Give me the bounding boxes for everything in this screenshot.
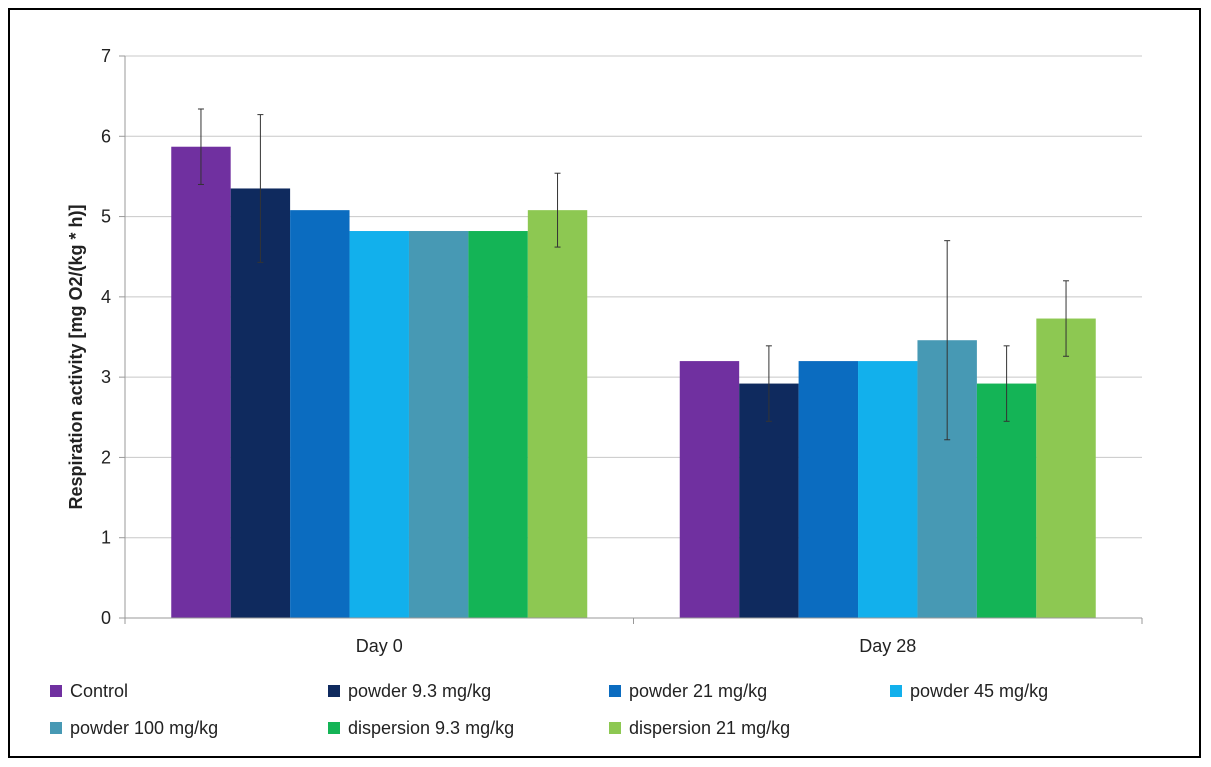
y-tick-label: 3 <box>101 367 111 387</box>
y-axis-ticks: 0 1 2 3 4 5 6 7 <box>101 46 125 628</box>
error-bars <box>197 108 1070 441</box>
legend-swatch <box>890 685 902 697</box>
legend-entry: Control <box>70 681 128 701</box>
bar <box>290 210 350 619</box>
legend-entry: powder 9.3 mg/kg <box>348 681 491 701</box>
y-tick-label: 0 <box>101 608 111 628</box>
x-axis <box>124 56 1143 624</box>
legend-swatch <box>328 722 340 734</box>
legend-entry: powder 21 mg/kg <box>629 681 767 701</box>
bar <box>858 361 918 618</box>
bars <box>171 146 1096 619</box>
bar <box>349 231 409 618</box>
legend-entry: dispersion 9.3 mg/kg <box>348 718 514 738</box>
y-tick-label: 2 <box>101 447 111 467</box>
legend-swatch <box>328 685 340 697</box>
y-tick-label: 5 <box>101 207 111 227</box>
bar <box>739 383 799 618</box>
legend-swatch <box>50 685 62 697</box>
legend-swatch <box>609 722 621 734</box>
legend-entry: powder 45 mg/kg <box>910 681 1048 701</box>
legend: Control powder 9.3 mg/kg powder 21 mg/kg po… <box>50 681 1048 738</box>
legend-swatch <box>50 722 62 734</box>
legend-entry: dispersion 21 mg/kg <box>629 718 790 738</box>
y-tick-label: 6 <box>101 126 111 146</box>
y-axis-label: Respiration activity [mg O2/(kg * h)] <box>66 204 86 509</box>
bar <box>976 383 1037 618</box>
bar <box>527 210 588 619</box>
bar <box>408 231 469 618</box>
y-tick-label: 4 <box>101 287 111 307</box>
category-label: Day 28 <box>859 636 916 656</box>
bar <box>468 231 528 618</box>
bar <box>1036 318 1096 618</box>
legend-swatch <box>609 685 621 697</box>
bar-chart: 0 1 2 3 4 5 6 7 Day 0 Day 28 Respiration activit… <box>50 46 1143 738</box>
category-labels: Day 0 Day 28 <box>356 636 917 656</box>
chart-frame: 0 1 2 3 4 5 6 7 Day 0 Day 28 Respiration activit… <box>8 8 1201 758</box>
y-tick-label: 1 <box>101 528 111 548</box>
legend-entry: powder 100 mg/kg <box>70 718 218 738</box>
y-tick-label: 7 <box>101 46 111 66</box>
category-label: Day 0 <box>356 636 403 656</box>
bar <box>798 361 859 618</box>
bar <box>171 146 231 619</box>
bar <box>679 361 740 618</box>
